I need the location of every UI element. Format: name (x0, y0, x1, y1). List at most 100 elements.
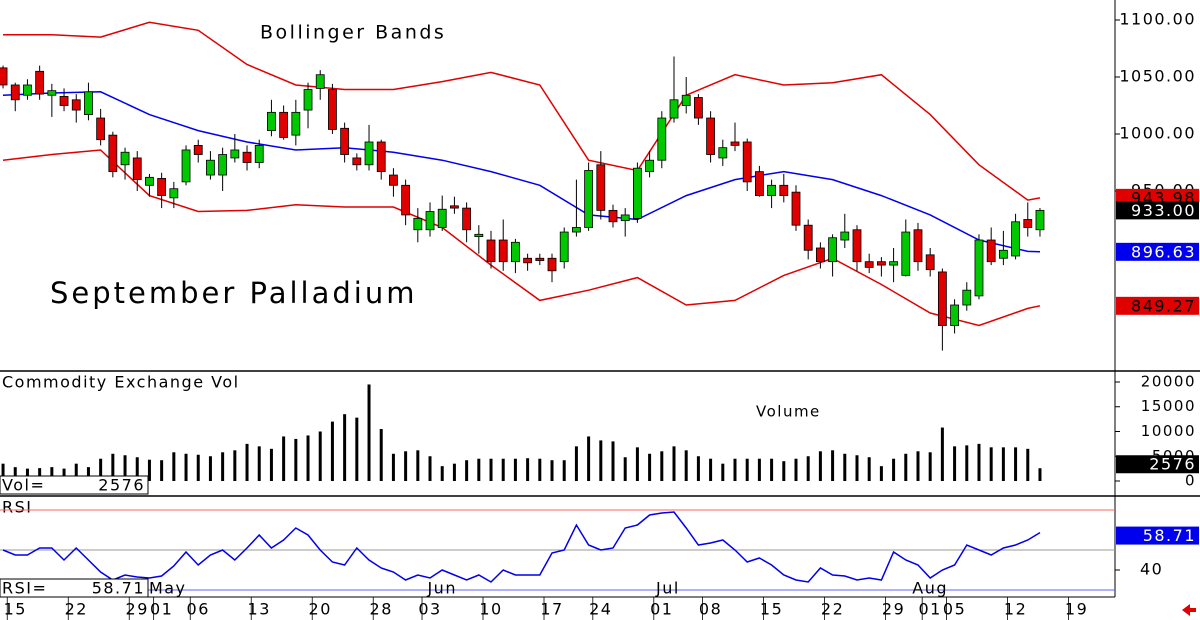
candle-body (620, 214, 630, 222)
candle-body (864, 261, 874, 268)
candle-body (267, 111, 276, 131)
volume-bar (13, 467, 17, 482)
volume-bar (660, 451, 664, 482)
candle-body (71, 99, 81, 111)
volume-bar (904, 453, 908, 482)
candle-body (791, 191, 801, 226)
candle-body (925, 254, 935, 271)
volume-bar (940, 427, 944, 482)
volume-bar (855, 455, 859, 482)
volume-tag: 2576 (1149, 455, 1196, 474)
candle-body (47, 90, 57, 96)
candle-body (950, 304, 959, 326)
volume-bar (806, 456, 810, 482)
volume-bar (257, 446, 261, 482)
rsi-box-value: 58.71 (92, 579, 145, 598)
x-tick-label: 24 (589, 600, 612, 619)
volume-annotation: Volume (756, 403, 821, 421)
candle-body (730, 141, 740, 146)
volume-bar (1038, 468, 1042, 482)
rsi-box-label: RSI= (2, 579, 47, 598)
volume-bar (574, 446, 578, 482)
volume-bar (74, 463, 78, 482)
y-tick-label: 1100.00 (1119, 9, 1196, 28)
volume-bar (1026, 448, 1030, 482)
volume-bar (330, 421, 334, 482)
bollinger-band (2, 149, 1041, 327)
candle-body (511, 241, 520, 263)
candle-body (876, 261, 886, 266)
volume-bar (794, 458, 798, 482)
candle-body (364, 141, 374, 166)
candle-body (572, 227, 581, 233)
x-tick-label: 08 (699, 600, 722, 619)
candle-body (425, 211, 435, 231)
y-tick-label: 1050.00 (1119, 66, 1196, 85)
volume-bar (379, 429, 383, 482)
y-tick-label: 40 (1140, 560, 1163, 579)
x-tick-label: 19 (1065, 600, 1088, 619)
volume-bar (721, 463, 725, 482)
candle-body (254, 144, 264, 163)
candle-body (413, 217, 423, 231)
candle-body (889, 261, 898, 266)
volume-bar (294, 438, 298, 482)
volume-bar (160, 460, 164, 482)
volume-bar (892, 458, 896, 482)
candle-body (669, 99, 679, 119)
candle-body (681, 94, 691, 106)
month-label: May (149, 579, 187, 598)
volume-bar (953, 446, 957, 482)
candle-body (828, 237, 837, 263)
candle-body (218, 154, 228, 176)
volume-bar (208, 456, 212, 482)
volume-bar (672, 446, 676, 482)
close-tag-box (1116, 201, 1199, 220)
volume-bar (696, 456, 700, 482)
volume-bar (135, 457, 139, 482)
x-tick-label: 13 (248, 600, 271, 619)
volume-box (0, 475, 149, 495)
candle-body (389, 174, 398, 186)
candle-body (803, 224, 813, 251)
candle-body (120, 151, 130, 166)
candle-body (742, 141, 752, 183)
volume-bar (184, 453, 188, 482)
y-tick-label: 15000 (1141, 397, 1196, 415)
candle-body (547, 257, 557, 272)
volume-bar (782, 461, 786, 482)
candle-body (169, 188, 179, 199)
x-tick-label: 17 (540, 600, 563, 619)
volume-bar (86, 467, 90, 482)
volume-bar (391, 453, 395, 482)
volume-title: Commodity Exchange Vol (2, 373, 240, 392)
candle-body (10, 84, 20, 101)
volume-bar (404, 451, 408, 482)
volume-bar (318, 431, 322, 482)
volume-bar (233, 450, 237, 482)
candle-body (352, 157, 362, 166)
candle-body (596, 164, 606, 211)
middle-band-tag-box (1116, 242, 1199, 261)
volume-bar (501, 458, 505, 482)
rsi-line (2, 511, 1041, 583)
volume-bar (1001, 447, 1005, 482)
candle-body (59, 95, 69, 106)
volume-bar (989, 447, 993, 482)
volume-bar (928, 452, 932, 482)
volume-bar (562, 460, 566, 482)
volume-bar (282, 436, 286, 482)
volume-bar (831, 450, 835, 482)
candle-body (437, 208, 447, 228)
volume-bar (1, 463, 5, 482)
candle-body (181, 149, 191, 183)
volume-bar (1014, 447, 1018, 482)
candle-body (279, 111, 289, 138)
candle-body (315, 74, 325, 89)
candle-body (462, 207, 472, 231)
volume-bar (977, 443, 981, 482)
lower-band-tag: 849.27 (1131, 296, 1196, 315)
candle-body (901, 231, 911, 276)
candle-body (1023, 219, 1033, 228)
candle-body (986, 239, 996, 263)
